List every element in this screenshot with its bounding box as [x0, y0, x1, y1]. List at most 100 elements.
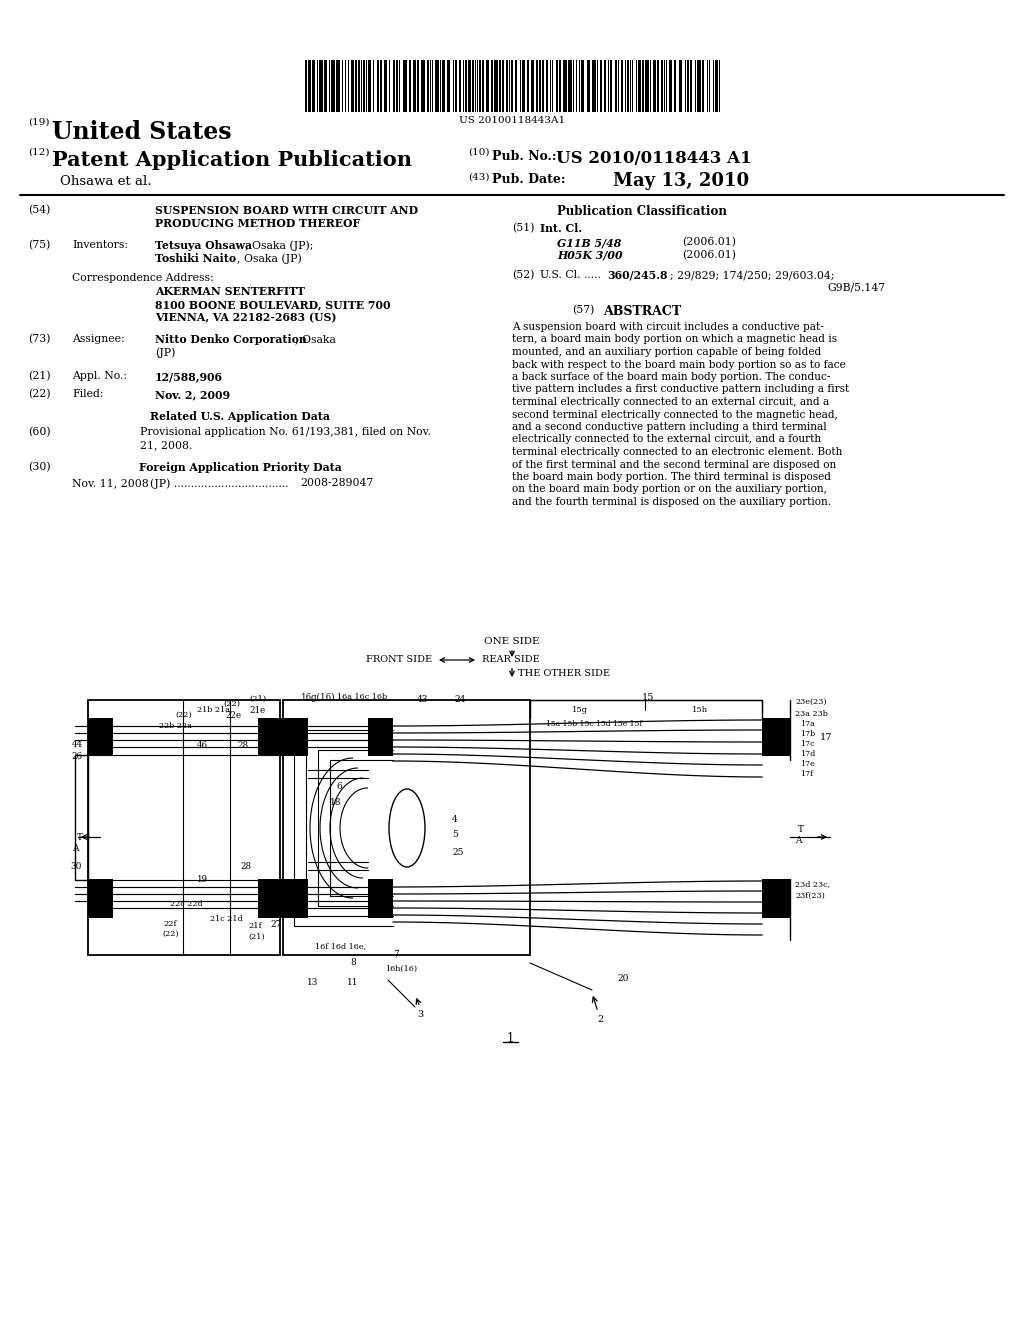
Bar: [486, 59, 489, 112]
Text: ABSTRACT: ABSTRACT: [603, 305, 681, 318]
Text: a back surface of the board main body portion. The conduc-: a back surface of the board main body po…: [512, 372, 830, 381]
Bar: [377, 59, 379, 112]
Text: tive pattern includes a first conductive pattern including a first: tive pattern includes a first conductive…: [512, 384, 849, 395]
Bar: [604, 59, 606, 112]
Text: (60): (60): [28, 426, 50, 437]
Text: (JP): (JP): [155, 347, 175, 358]
Text: Correspondence Address:: Correspondence Address:: [72, 273, 214, 282]
Text: 17f: 17f: [800, 770, 813, 777]
Text: 21e: 21e: [250, 706, 266, 715]
Text: (21): (21): [248, 933, 264, 941]
Bar: [258, 879, 283, 917]
Bar: [642, 59, 644, 112]
Text: 2: 2: [597, 1015, 603, 1024]
Text: 17b: 17b: [800, 730, 815, 738]
Text: Nitto Denko Corporation: Nitto Denko Corporation: [155, 334, 306, 345]
Text: U.S. Cl. .....: U.S. Cl. .....: [540, 271, 601, 280]
Bar: [447, 59, 450, 112]
Text: (52): (52): [512, 271, 535, 280]
Bar: [511, 59, 513, 112]
Text: 21, 2008.: 21, 2008.: [140, 440, 193, 450]
Text: A suspension board with circuit includes a conductive pat-: A suspension board with circuit includes…: [512, 322, 823, 333]
Bar: [368, 879, 393, 917]
Text: Nov. 11, 2008: Nov. 11, 2008: [72, 478, 148, 488]
Bar: [459, 59, 461, 112]
Text: 13: 13: [307, 978, 318, 987]
Bar: [615, 59, 617, 112]
Text: mounted, and an auxiliary portion capable of being folded: mounted, and an auxiliary portion capabl…: [512, 347, 821, 356]
Text: 17: 17: [820, 733, 833, 742]
Text: US 20100118443A1: US 20100118443A1: [459, 116, 565, 125]
Text: 43: 43: [417, 696, 428, 704]
Text: 30: 30: [71, 862, 82, 871]
Text: SUSPENSION BOARD WITH CIRCUIT AND: SUSPENSION BOARD WITH CIRCUIT AND: [155, 205, 418, 216]
Bar: [610, 59, 612, 112]
Text: terminal electrically connected to an electronic element. Both: terminal electrically connected to an el…: [512, 447, 843, 457]
Text: and the fourth terminal is disposed on the auxiliary portion.: and the fourth terminal is disposed on t…: [512, 498, 831, 507]
Bar: [88, 700, 280, 954]
Bar: [479, 59, 481, 112]
Text: 15: 15: [642, 693, 654, 702]
Text: Pub. Date:: Pub. Date:: [492, 173, 565, 186]
Bar: [662, 59, 663, 112]
Text: tern, a board main body portion on which a magnetic head is: tern, a board main body portion on which…: [512, 334, 838, 345]
Text: (19): (19): [28, 117, 49, 127]
Text: 19: 19: [197, 875, 208, 884]
Text: A: A: [72, 843, 79, 853]
Bar: [88, 879, 113, 917]
Text: Related U.S. Application Data: Related U.S. Application Data: [151, 411, 330, 422]
Text: 16f 16d 16e,: 16f 16d 16e,: [315, 942, 367, 950]
Bar: [563, 59, 567, 112]
Text: T: T: [798, 825, 804, 834]
Text: (73): (73): [28, 334, 50, 345]
Bar: [638, 59, 641, 112]
Bar: [368, 59, 371, 112]
Text: (22): (22): [175, 711, 193, 719]
Text: (43): (43): [468, 173, 489, 182]
Bar: [421, 59, 425, 112]
Text: 28: 28: [237, 741, 248, 750]
Bar: [88, 718, 113, 756]
Text: FRONT SIDE: FRONT SIDE: [366, 656, 432, 664]
Bar: [697, 59, 701, 112]
Bar: [283, 700, 530, 954]
Text: 23f(23): 23f(23): [795, 892, 825, 900]
Text: 15g: 15g: [572, 706, 588, 714]
Text: Ohsawa et al.: Ohsawa et al.: [60, 176, 152, 187]
Bar: [393, 59, 395, 112]
Text: 27: 27: [270, 920, 282, 929]
Text: 46: 46: [197, 741, 208, 750]
Text: , Osaka: , Osaka: [295, 334, 336, 345]
Text: (51): (51): [512, 223, 535, 234]
Bar: [324, 59, 327, 112]
Text: H05K 3/00: H05K 3/00: [557, 249, 623, 261]
Bar: [490, 59, 493, 112]
Text: 5: 5: [452, 830, 458, 840]
Text: 17c: 17c: [800, 741, 815, 748]
Bar: [409, 59, 411, 112]
Text: (22): (22): [28, 389, 50, 400]
Bar: [669, 59, 672, 112]
Text: (75): (75): [28, 240, 50, 251]
Text: 2008-289047: 2008-289047: [300, 478, 374, 488]
Bar: [502, 59, 504, 112]
Text: 7: 7: [393, 950, 398, 960]
Bar: [690, 59, 692, 112]
Bar: [592, 59, 596, 112]
Bar: [506, 59, 508, 112]
Text: 24: 24: [455, 696, 466, 704]
Bar: [435, 59, 439, 112]
Bar: [522, 59, 525, 112]
Bar: [559, 59, 561, 112]
Bar: [587, 59, 590, 112]
Text: (10): (10): [468, 148, 489, 157]
Text: G9B/5.147: G9B/5.147: [827, 282, 885, 293]
Text: 4: 4: [452, 814, 458, 824]
Bar: [556, 59, 558, 112]
Text: 12/588,906: 12/588,906: [155, 371, 223, 381]
Text: 23a 23b: 23a 23b: [795, 710, 827, 718]
Bar: [542, 59, 544, 112]
Text: Nov. 2, 2009: Nov. 2, 2009: [155, 389, 230, 400]
Bar: [679, 59, 682, 112]
Bar: [621, 59, 623, 112]
